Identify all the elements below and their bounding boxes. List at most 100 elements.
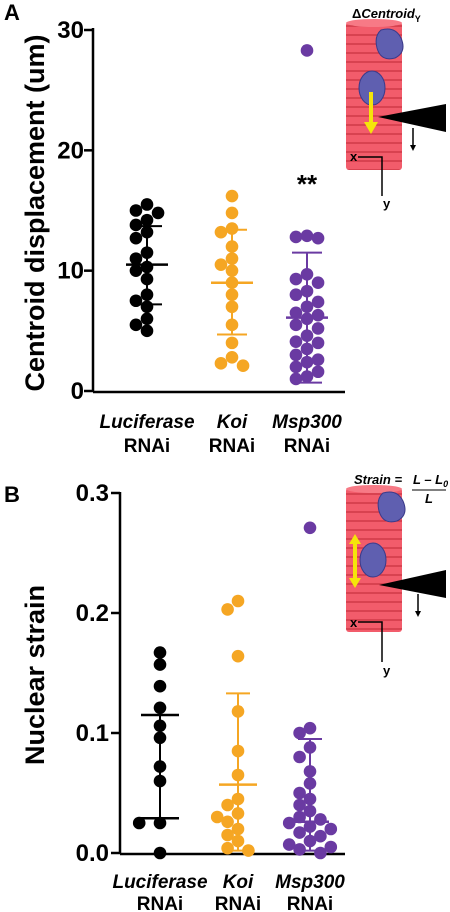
- panel-a-data-point-msp300: [289, 306, 303, 320]
- panel-a-data-point-msp300: [289, 360, 303, 374]
- nucleus-a-top: [375, 28, 404, 60]
- panel-a-data-point-msp300: [289, 288, 303, 302]
- panel-a-y-tick-label: 20: [57, 137, 84, 164]
- inset-b-formula-numerator: L – L0: [413, 472, 448, 489]
- panel-a-data-point-msp300: [311, 322, 325, 335]
- panel-b-data-point-koi: [210, 810, 224, 824]
- panel-b-data-point-msp300: [293, 786, 306, 800]
- panel-b-cat-luciferase: Luciferase: [112, 872, 207, 893]
- inset-a-axes: [358, 156, 383, 196]
- panel-b-y-axis-title: Nuclear strain: [20, 585, 50, 765]
- panel-a-data-point-msp300: [311, 365, 325, 379]
- panel-a-data-point-msp300: [289, 230, 303, 244]
- panel-a-data-point-luciferase: [129, 264, 143, 277]
- panel-b-data-point-msp300: [293, 798, 306, 812]
- panel-b-data-point-koi: [221, 841, 234, 855]
- inset-a-y-label: y: [383, 196, 391, 211]
- inset-b-axes: [358, 621, 383, 662]
- panel-a-x-labels: Luciferase RNAi Koi RNAi Msp300 RNAi: [99, 412, 342, 457]
- panel-a-data-point-msp300: [311, 353, 325, 367]
- panel-b-plot-area: [132, 521, 338, 860]
- panel-a-data-point-luciferase: [129, 231, 143, 245]
- panel-b-data-point-koi: [221, 815, 234, 829]
- panel-a-cat-luciferase-rnai: RNAi: [124, 436, 170, 457]
- inset-a-x-label: x: [350, 149, 358, 164]
- panel-b-data-point-luciferase: [153, 658, 167, 671]
- panel-b-data-point-msp300: [293, 810, 306, 824]
- panel-a-letter: A: [4, 0, 20, 25]
- panel-b-data-point-luciferase: [153, 646, 167, 659]
- panel-b-y-tick-label: 0.2: [76, 600, 109, 627]
- panel-b-data-point-msp300: [293, 826, 306, 839]
- panel-a-data-point-luciferase: [151, 206, 165, 220]
- panel-b-data-point-luciferase: [153, 816, 167, 830]
- panel-b-data-point-msp300: [303, 521, 317, 535]
- panel-a-y-tick-label: 30: [57, 17, 84, 44]
- strain-arrow-b-head-top: [349, 534, 361, 544]
- panel-b-cat-msp300: Msp300: [275, 872, 345, 893]
- panel-a-data-point-koi: [225, 336, 239, 350]
- panel-a-data-point-koi: [225, 222, 239, 235]
- panel-a-cat-koi: Koi: [217, 412, 248, 433]
- panel-b-data-point-koi: [221, 828, 234, 842]
- panel-b-data-point-msp300: [324, 840, 338, 854]
- panel-b-data-point-luciferase: [153, 846, 167, 860]
- panel-a-cat-luciferase: Luciferase: [99, 412, 194, 433]
- pin-a-arrow-head: [410, 145, 416, 151]
- panel-b-data-point-koi: [231, 594, 245, 608]
- panel-b-data-point-msp300: [293, 750, 306, 764]
- panel-a-cat-msp300: Msp300: [272, 412, 342, 433]
- panel-b-y-tick-label: 0.3: [76, 480, 109, 507]
- inset-b-x-label: x: [350, 615, 358, 630]
- panel-a-data-point-msp300: [311, 231, 325, 245]
- panel-a-data-point-koi: [214, 357, 228, 370]
- panel-b-data-point-msp300: [282, 816, 296, 830]
- panel-b-data-point-msp300: [314, 846, 327, 860]
- panel-a-cat-msp300-rnai: RNAi: [284, 436, 330, 457]
- panel-a-data-point-koi: [236, 359, 250, 373]
- panel-b-cat-koi-rnai: RNAi: [215, 894, 261, 912]
- panel-b-data-point-msp300: [314, 813, 327, 826]
- panel-a-significance-annotation: **: [297, 169, 318, 199]
- inset-a-label: ΔCentroidY: [352, 6, 421, 24]
- panel-a-data-point-msp300: [289, 318, 303, 332]
- panel-a-data-point-koi: [225, 189, 239, 203]
- panel-a-data-point-msp300: [311, 276, 325, 290]
- panel-b-inset-diagram: Strain = L – L0 L x y: [346, 472, 448, 678]
- inset-b-formula-prefix: Strain =: [354, 472, 402, 487]
- panel-a-data-point-luciferase: [129, 252, 143, 265]
- panel-a-data-point-luciferase: [140, 198, 154, 211]
- panel-b-x-labels: Luciferase RNAi Koi RNAi Msp300 RNAi: [112, 872, 345, 912]
- panel-b-data-point-koi: [221, 603, 234, 616]
- panel-a-y-axis-title: Centroid displacement (um): [20, 34, 50, 391]
- panel-a-data-point-msp300: [300, 44, 314, 57]
- panel-a-data-point-msp300: [300, 229, 314, 243]
- panel-a-y-tick-label: 0: [71, 378, 84, 405]
- panel-a-plot-area: [126, 44, 328, 386]
- panel-a-inset-diagram: ΔCentroidY x y: [346, 6, 446, 211]
- panel-a-data-point-luciferase: [140, 213, 154, 227]
- nucleus-b-top: [377, 491, 406, 523]
- panel-b-data-point-luciferase: [153, 679, 167, 693]
- panel-b-data-point-luciferase: [132, 816, 146, 830]
- panel-a-data-point-luciferase: [140, 324, 154, 338]
- panel-a-data-point-koi: [225, 206, 239, 220]
- panel-a-data-point-msp300: [289, 335, 303, 348]
- panel-a-data-point-luciferase: [129, 218, 143, 232]
- panel-b-y-tick-label: 0.1: [76, 720, 109, 747]
- panel-b-letter: B: [4, 482, 20, 507]
- panel-b-data-point-msp300: [293, 843, 306, 856]
- panel-b-cat-msp300-rnai: RNAi: [287, 894, 333, 912]
- inset-b-formula-denominator: L: [425, 491, 433, 506]
- muscle-fiber-b-top: [346, 485, 402, 493]
- panel-a-data-point-koi: [214, 225, 228, 239]
- muscle-fiber-a-top: [346, 19, 402, 27]
- panel-a-data-point-luciferase: [140, 312, 154, 326]
- panel-a-data-point-luciferase: [129, 204, 143, 217]
- panel-a-data-point-msp300: [311, 336, 325, 350]
- panel-b-data-point-koi: [221, 798, 234, 812]
- panel-b-data-point-luciferase: [153, 701, 167, 715]
- panel-b-data-point-msp300: [293, 726, 306, 740]
- strain-arrow-b-head-bottom: [349, 578, 361, 588]
